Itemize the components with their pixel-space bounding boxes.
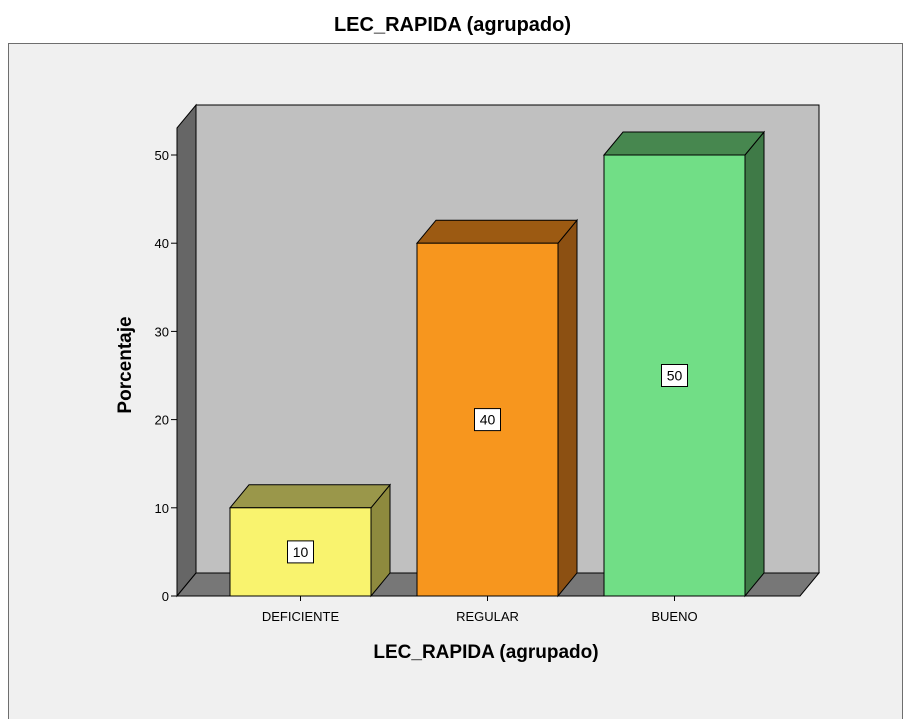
data-label-box [661, 364, 688, 387]
x-tick-labels: DEFICIENTE REGULAR BUENO [262, 596, 698, 624]
bar-deficiente: 10 [228, 483, 392, 598]
data-label-box [287, 540, 314, 564]
x-tick-label: DEFICIENTE [262, 609, 340, 624]
y-tick-label: 0 [162, 589, 169, 604]
bars: 10 40 50 [228, 130, 766, 598]
x-tick-label: REGULAR [456, 609, 519, 624]
bar-top [228, 484, 392, 509]
bar-side [557, 218, 578, 598]
side-wall [176, 103, 197, 598]
data-label: 10 [293, 544, 309, 560]
data-label: 40 [480, 412, 496, 428]
x-axis-label: LEC_RAPIDA (agrupado) [373, 642, 598, 663]
bar-bueno: 50 [602, 130, 766, 598]
y-tick-label: 20 [155, 413, 169, 428]
y-tick-label: 10 [155, 501, 169, 516]
y-tick-label: 30 [155, 324, 169, 339]
y-axis: 0 10 20 30 40 50 [155, 128, 178, 604]
data-label: 50 [667, 368, 683, 384]
bar-regular: 40 [415, 218, 579, 598]
data-label-box [474, 408, 501, 432]
chart-title: LEC_RAPIDA (agrupado) [333, 14, 572, 36]
bar-side [744, 130, 765, 598]
y-axis-label: Porcentaje [115, 316, 136, 413]
bar-top [602, 131, 766, 156]
bar-top [415, 219, 579, 244]
y-tick-label: 40 [155, 236, 169, 251]
x-tick-label: BUENO [651, 609, 697, 624]
y-tick-label: 50 [155, 148, 169, 163]
